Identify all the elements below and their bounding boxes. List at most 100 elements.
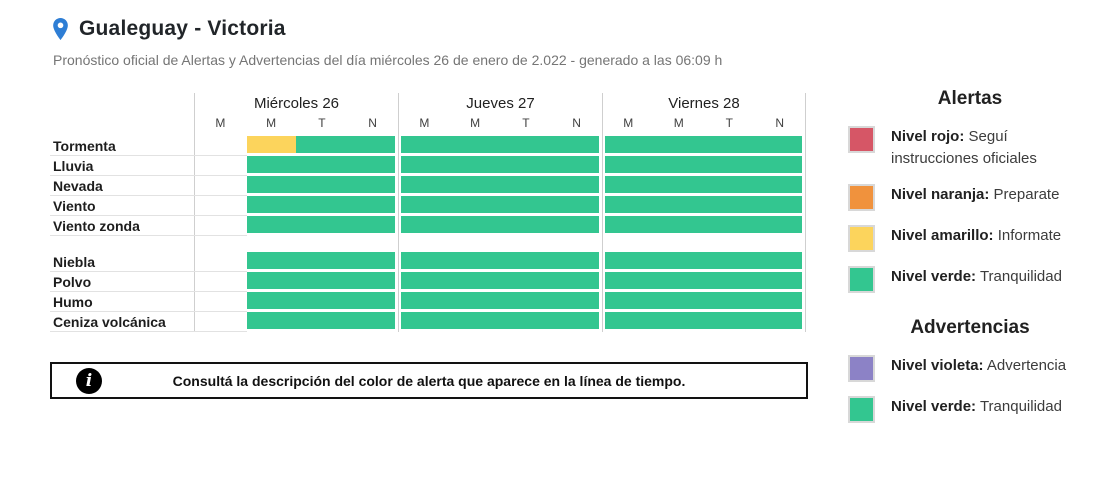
- timeline-cell-green[interactable]: [401, 312, 599, 329]
- legend-heading: Alertas: [937, 88, 1003, 109]
- timeline-row: [603, 292, 805, 312]
- timeline-cell-green[interactable]: [605, 292, 802, 309]
- day-column: Viernes 28 M M T N: [602, 93, 806, 332]
- period-label: T: [318, 116, 326, 130]
- timeline-row: [194, 272, 398, 292]
- timeline-cell-green[interactable]: [605, 216, 802, 233]
- timeline-row: [194, 292, 398, 312]
- phenomenon-label: Viento: [50, 196, 194, 216]
- timeline-cell-green[interactable]: [605, 176, 802, 193]
- legend-item-desc: Seguí instrucciones oficiales: [891, 128, 1037, 167]
- legend-item-text: Nivel rojo: Seguí instrucciones oficiale…: [891, 126, 1076, 170]
- timeline-cell-green[interactable]: [246, 312, 395, 329]
- day-column: Miércoles 26 M M T N: [194, 93, 398, 332]
- timeline-cell-empty: [194, 156, 247, 176]
- timeline-row: [399, 136, 602, 156]
- timeline-row: [399, 292, 602, 312]
- legend-item-title: Nivel rojo:: [891, 128, 965, 145]
- timeline-cell-green[interactable]: [605, 136, 802, 153]
- legend-item-desc: Tranquilidad: [976, 268, 1062, 285]
- legend-swatch-orange: [848, 184, 875, 211]
- timeline-cell-green[interactable]: [246, 156, 395, 173]
- timeline-cell-green[interactable]: [401, 216, 599, 233]
- timeline-cell-yellow[interactable]: [246, 136, 296, 153]
- phenomenon-label: Humo: [50, 292, 194, 312]
- period-label: N: [572, 116, 581, 130]
- timeline-cell-green[interactable]: [401, 196, 599, 213]
- legend-swatch-green: [848, 396, 875, 423]
- legend-item-red: Nivel rojo: Seguí instrucciones oficiale…: [848, 126, 1092, 170]
- timeline-row: [399, 272, 602, 292]
- timeline-cell-green[interactable]: [605, 272, 802, 289]
- timeline-cell-green[interactable]: [246, 176, 395, 193]
- legend-section-alertas: Alertas Nivel rojo: Seguí instrucciones o…: [848, 88, 1092, 293]
- timeline-cell-empty: [194, 272, 247, 292]
- phenomenon-label: Lluvia: [50, 156, 194, 176]
- timeline-cell-empty: [194, 216, 247, 236]
- timeline-row: [194, 216, 398, 236]
- timeline-cell-green[interactable]: [605, 156, 802, 173]
- timeline-row: [194, 252, 398, 272]
- period-label: M: [470, 116, 481, 130]
- timeline-cell-green[interactable]: [401, 176, 599, 193]
- timeline-row: [399, 216, 602, 236]
- timeline-cell-green[interactable]: [605, 312, 802, 329]
- timeline-cell-green[interactable]: [246, 292, 395, 309]
- period-label: T: [725, 116, 733, 130]
- timeline-row: [603, 196, 805, 216]
- day-column: Jueves 27 M M T N: [398, 93, 602, 332]
- phenomenon-label: Niebla: [50, 252, 194, 272]
- timeline-cell-green[interactable]: [246, 252, 395, 269]
- timeline-row: [603, 252, 805, 272]
- timeline-cell-green[interactable]: [296, 136, 395, 153]
- legend-section-advertencias: Advertencias Nivel violeta: Advertencia Ni…: [848, 317, 1092, 423]
- timeline-row: [399, 312, 602, 332]
- period-label: T: [522, 116, 530, 130]
- timeline-cell-green[interactable]: [401, 136, 599, 153]
- timeline-cell-empty: [194, 196, 247, 216]
- timeline-cell-green[interactable]: [605, 196, 802, 213]
- legend-item-orange: Nivel naranja: Preparate: [848, 184, 1092, 211]
- timeline-cell-green[interactable]: [605, 252, 802, 269]
- phenomena-label-column: Tormenta Lluvia Nevada Viento Viento zonda Ni…: [50, 93, 194, 332]
- timeline-cell-green[interactable]: [401, 156, 599, 173]
- timeline-row: [399, 252, 602, 272]
- timeline-row: [194, 156, 398, 176]
- timeline-row: [603, 176, 805, 196]
- legend-item-green: Nivel verde: Tranquilidad: [848, 396, 1092, 423]
- timeline-cell-green[interactable]: [246, 196, 395, 213]
- phenomenon-label: Nevada: [50, 176, 194, 196]
- period-label: M: [215, 116, 226, 130]
- period-label: M: [419, 116, 430, 130]
- legend-item-text: Nivel violeta: Advertencia: [891, 355, 1076, 377]
- title-row: Gualeguay - Victoria: [53, 17, 722, 41]
- timeline-row: [603, 312, 805, 332]
- alert-timeline-chart: Tormenta Lluvia Nevada Viento Viento zonda Ni…: [50, 93, 806, 332]
- timeline-cell-green[interactable]: [401, 292, 599, 309]
- timeline-cell-green[interactable]: [401, 252, 599, 269]
- timeline-row: [603, 136, 805, 156]
- info-banner-text: Consultá la descripción del color de ale…: [172, 372, 686, 389]
- info-icon: i: [76, 368, 102, 394]
- timeline-row: [194, 312, 398, 332]
- timeline-cell-empty: [194, 136, 247, 156]
- page-title: Gualeguay - Victoria: [79, 17, 286, 40]
- legend-item-text: Nivel verde: Tranquilidad: [891, 396, 1076, 418]
- day-header: Jueves 27: [466, 95, 535, 112]
- legend-item-violet: Nivel violeta: Advertencia: [848, 355, 1092, 382]
- day-header: Miércoles 26: [253, 95, 340, 112]
- timeline-cell-green[interactable]: [401, 272, 599, 289]
- legend-item-desc: Tranquilidad: [976, 398, 1062, 415]
- location-pin-icon: [53, 18, 68, 40]
- legend-swatch-violet: [848, 355, 875, 382]
- timeline-cell-green[interactable]: [246, 272, 395, 289]
- legend-item-yellow: Nivel amarillo: Informate: [848, 225, 1092, 252]
- phenomenon-label: Viento zonda: [50, 216, 194, 236]
- legend-item-title: Nivel violeta:: [891, 357, 984, 374]
- phenomenon-label: Tormenta: [50, 136, 194, 156]
- legend-item-desc: Advertencia: [983, 357, 1067, 374]
- timeline-cell-green[interactable]: [246, 216, 395, 233]
